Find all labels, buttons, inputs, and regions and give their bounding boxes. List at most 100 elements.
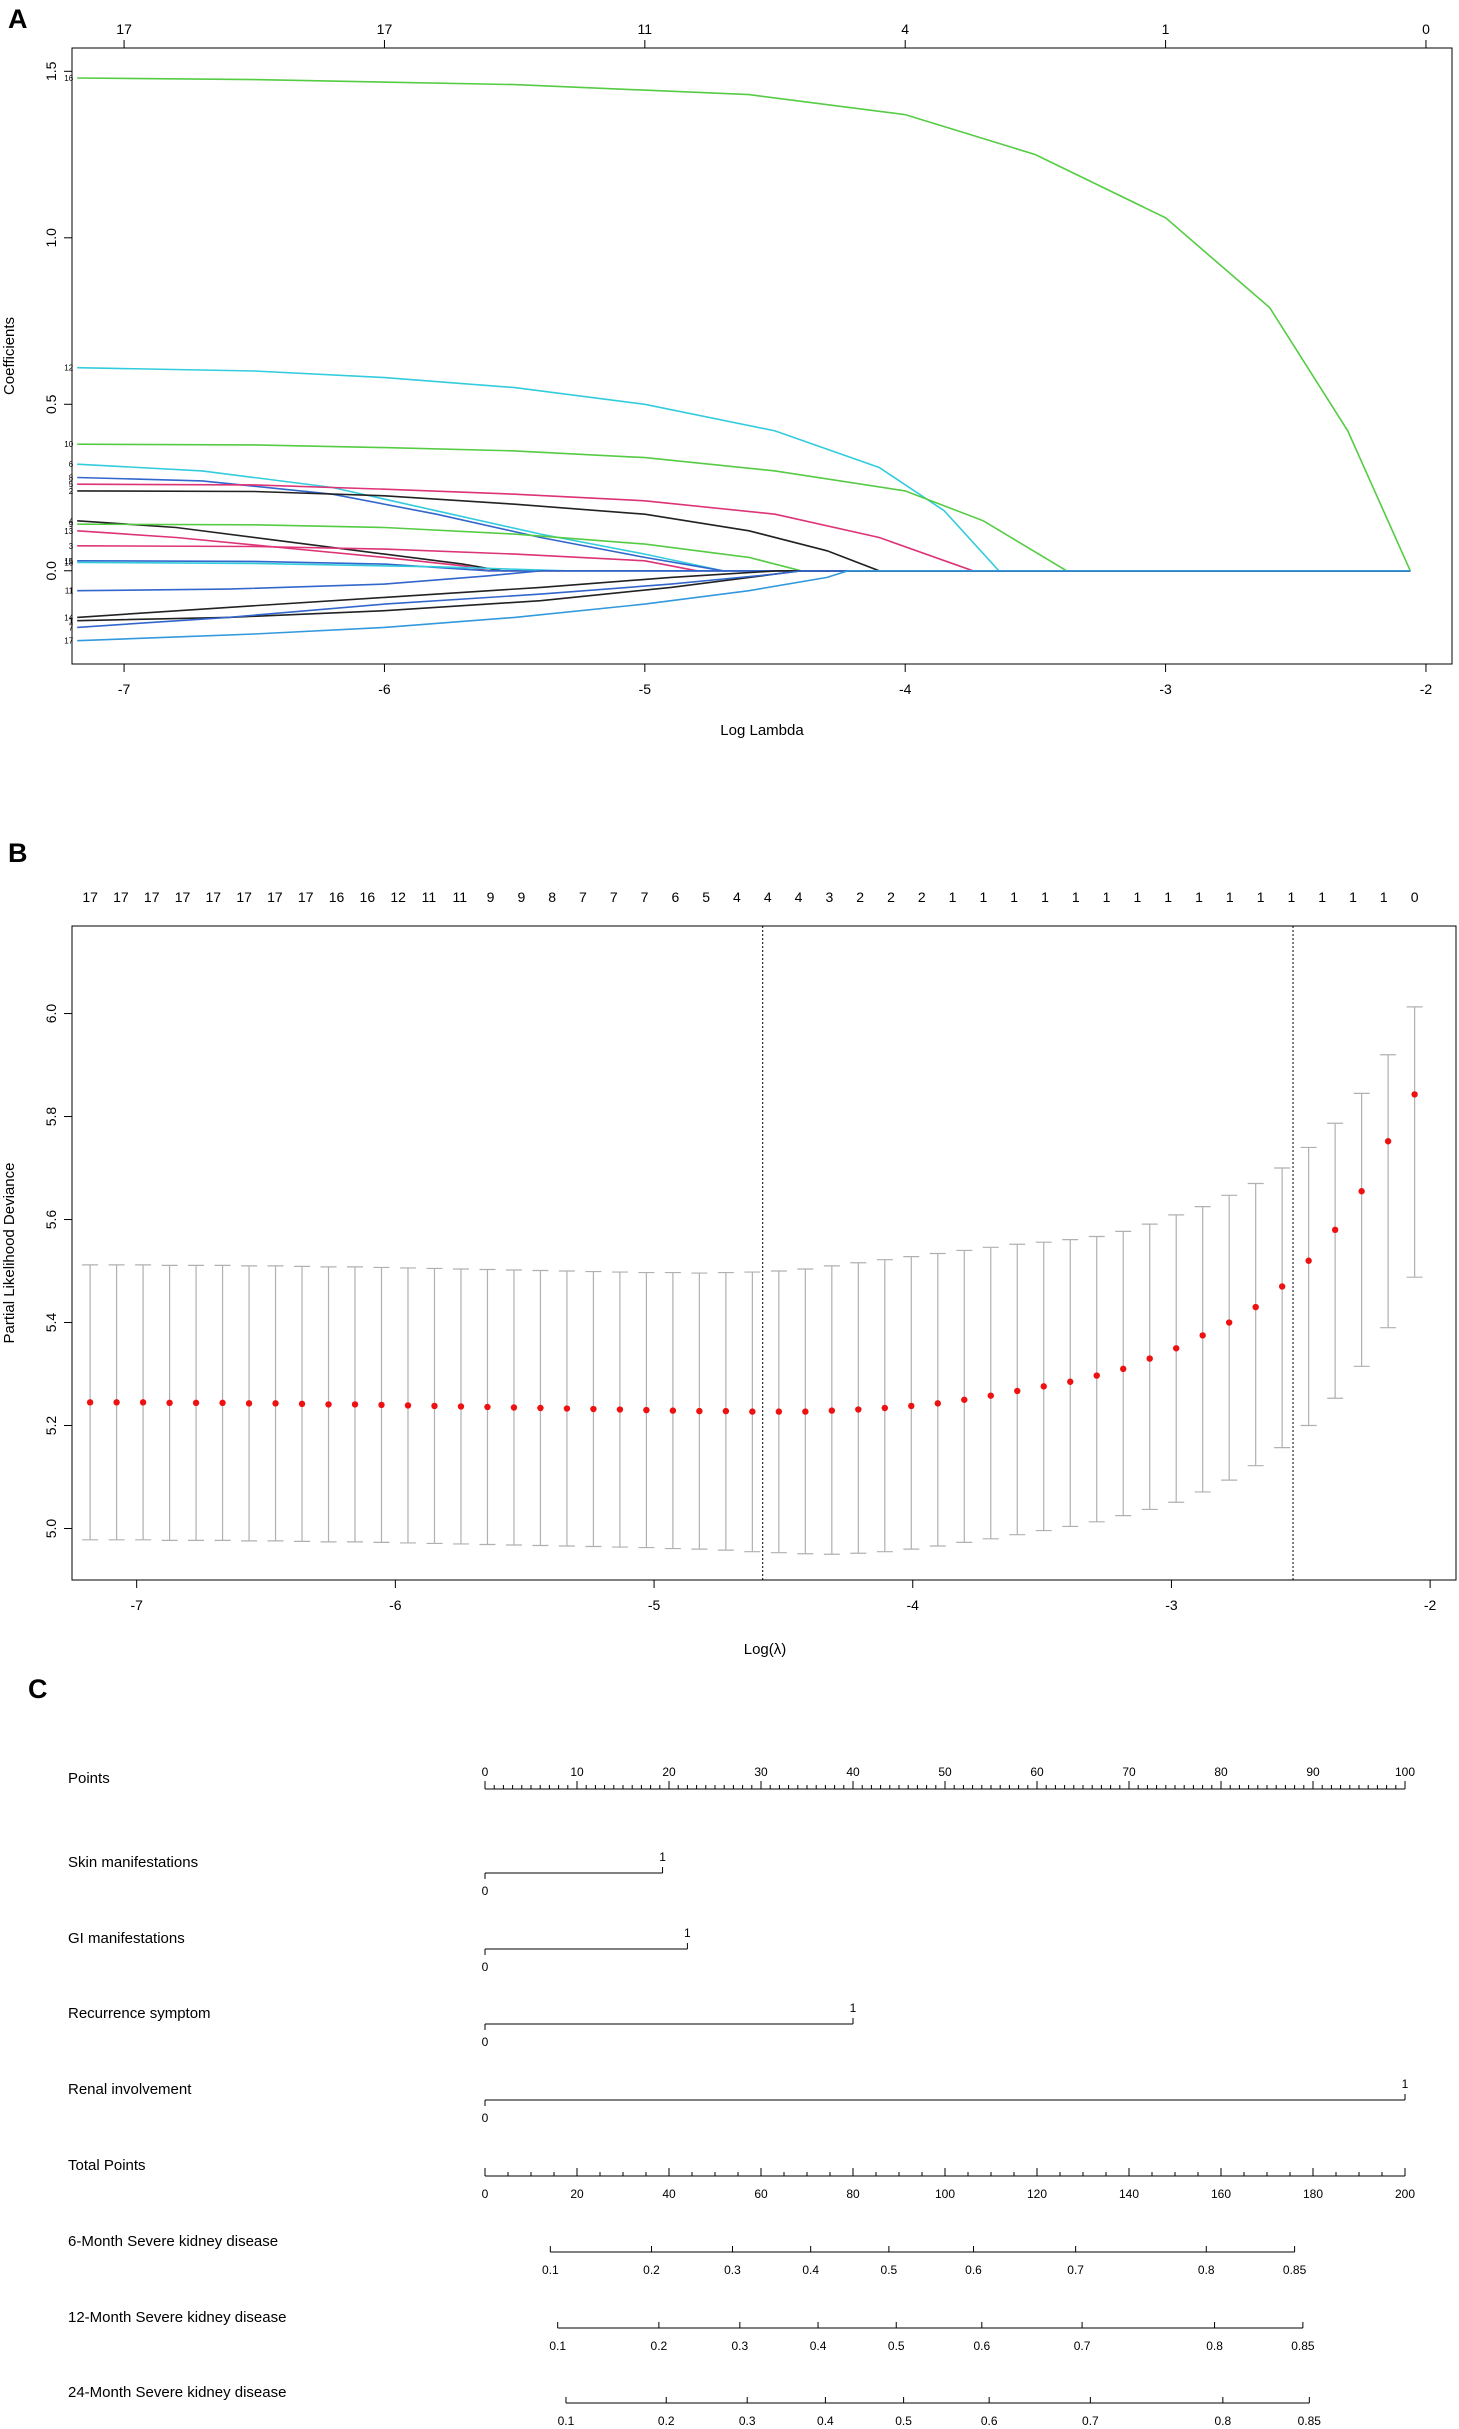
cv-mean-point xyxy=(961,1396,968,1403)
row-label-renal-involvement: Renal involvement xyxy=(68,2081,192,2098)
probability-tick-label: 0.3 xyxy=(731,2339,748,2353)
cv-mean-point xyxy=(696,1407,703,1415)
nonzero-count-label: 1 xyxy=(1072,889,1080,905)
coefficient-path-16 xyxy=(77,77,1412,572)
axis-tick-label: 160 xyxy=(1211,2187,1231,2201)
panel-a-plot-frame xyxy=(71,47,1453,665)
path-label-6: 6 xyxy=(69,460,74,469)
nonzero-count-label: 17 xyxy=(82,889,98,905)
cv-mean-point xyxy=(166,1399,173,1407)
path-label-15: 15 xyxy=(64,557,73,566)
path-label-3: 3 xyxy=(69,542,74,551)
nonzero-count-label: 1 xyxy=(1041,889,1049,905)
y-tick-label: 5.0 xyxy=(43,1519,59,1539)
top-count-label: 11 xyxy=(638,21,653,37)
coefficient-path-5 xyxy=(77,483,1411,572)
cv-mean-point xyxy=(351,1401,359,1408)
panel-b-cv-deviance: B -7 -6 -5 -4 -3 -2 5.0 5.2 5.4 5.6 5.8 6.0 Log(λ) Par… xyxy=(1,838,1457,1658)
probability-tick-label: 0.6 xyxy=(973,2339,990,2353)
cv-mean-point xyxy=(987,1392,994,1399)
cv-mean-point xyxy=(139,1399,147,1406)
y-axis-title: Coefficients xyxy=(1,317,18,395)
x-axis-title: Log(λ) xyxy=(744,1641,787,1658)
x-tick-label: -5 xyxy=(648,1597,661,1613)
cv-mean-point xyxy=(325,1401,332,1408)
level-label-0: 0 xyxy=(482,2035,489,2049)
cv-mean-point xyxy=(828,1407,836,1414)
row-label-points: Points xyxy=(68,1770,110,1787)
coefficient-path-2 xyxy=(77,490,1411,572)
probability-tick-label: 0.8 xyxy=(1206,2339,1223,2353)
cv-mean-point xyxy=(457,1403,465,1410)
path-label-18: 18 xyxy=(64,558,73,567)
cv-mean-point xyxy=(1411,1091,1418,1098)
path-label-1: 1 xyxy=(69,617,74,626)
level-label-1: 1 xyxy=(684,1926,691,1940)
axis-tick-label: 140 xyxy=(1119,2187,1139,2201)
probability-tick-label: 0.4 xyxy=(817,2414,834,2428)
axis-tick-label: 20 xyxy=(570,2187,584,2201)
path-label-9: 9 xyxy=(69,520,74,529)
nonzero-count-label: 7 xyxy=(610,889,618,905)
path-label-13: 13 xyxy=(64,527,73,536)
nonzero-count-label: 1 xyxy=(1349,889,1357,905)
cv-mean-point xyxy=(1093,1372,1100,1379)
x-axis-title: Log Lambda xyxy=(720,722,804,739)
coefficient-path-10 xyxy=(77,443,1411,572)
panel-b-plot-frame xyxy=(71,925,1457,1581)
nonzero-count-label: 17 xyxy=(298,889,314,905)
nonzero-count-label: 1 xyxy=(1133,889,1141,905)
cv-mean-point xyxy=(192,1399,200,1407)
cv-mean-point xyxy=(484,1403,491,1411)
cv-mean-point xyxy=(272,1400,279,1407)
probability-tick-label: 0.5 xyxy=(881,2263,898,2277)
probability-tick-label: 0.7 xyxy=(1082,2414,1099,2428)
nonzero-count-label: 9 xyxy=(487,889,495,905)
cv-mean-point xyxy=(298,1400,306,1408)
cv-mean-point xyxy=(775,1408,783,1415)
axis-tick-label: 0 xyxy=(482,1765,489,1779)
cv-mean-point xyxy=(510,1404,518,1411)
nonzero-count-label: 17 xyxy=(175,889,191,905)
axis-tick-label: 80 xyxy=(846,2187,860,2201)
nonzero-count-label: 16 xyxy=(329,889,345,905)
cv-mean-point xyxy=(1014,1387,1021,1395)
level-label-1: 1 xyxy=(659,1850,666,1864)
nonzero-count-label: 16 xyxy=(360,889,376,905)
panel-a-letter: A xyxy=(8,4,28,34)
cv-mean-point xyxy=(934,1400,941,1407)
cv-mean-point xyxy=(802,1408,809,1415)
cv-mean-point xyxy=(669,1407,677,1414)
level-label-1: 1 xyxy=(850,2001,857,2015)
nonzero-count-label: 5 xyxy=(702,889,710,905)
nonzero-count-label: 4 xyxy=(733,889,741,905)
probability-tick-label: 0.5 xyxy=(888,2339,905,2353)
coefficient-path-17 xyxy=(77,569,1411,642)
cv-mean-point xyxy=(1358,1188,1365,1195)
probability-tick-label: 0.5 xyxy=(895,2414,912,2428)
probability-tick-label: 0.6 xyxy=(981,2414,998,2428)
top-count-label: 17 xyxy=(116,21,132,37)
cv-mean-point xyxy=(378,1401,385,1409)
nonzero-count-label: 6 xyxy=(671,889,679,905)
path-label-12: 12 xyxy=(64,364,73,373)
path-label-14: 14 xyxy=(64,613,73,622)
path-label-5: 5 xyxy=(69,480,74,489)
probability-tick-label: 0.2 xyxy=(658,2414,675,2428)
probability-tick-label: 0.8 xyxy=(1198,2263,1215,2277)
path-label-8: 8 xyxy=(69,474,74,483)
probability-tick-label: 0.2 xyxy=(651,2339,668,2353)
nonzero-count-label: 17 xyxy=(144,889,160,905)
x-tick-label: -6 xyxy=(389,1597,402,1613)
y-tick-label: 5.2 xyxy=(43,1416,59,1436)
probability-tick-label: 0.85 xyxy=(1283,2263,1307,2277)
coefficient-path-7 xyxy=(77,569,1411,629)
cv-mean-point xyxy=(749,1408,756,1415)
level-label-0: 0 xyxy=(482,1884,489,1898)
cv-mean-point xyxy=(404,1402,412,1409)
x-tick-label: -7 xyxy=(118,681,131,697)
x-tick-label: -2 xyxy=(1424,1597,1437,1613)
nonzero-count-label: 3 xyxy=(825,889,833,905)
cv-mean-point xyxy=(1384,1138,1392,1145)
nonzero-count-label: 12 xyxy=(390,889,406,905)
